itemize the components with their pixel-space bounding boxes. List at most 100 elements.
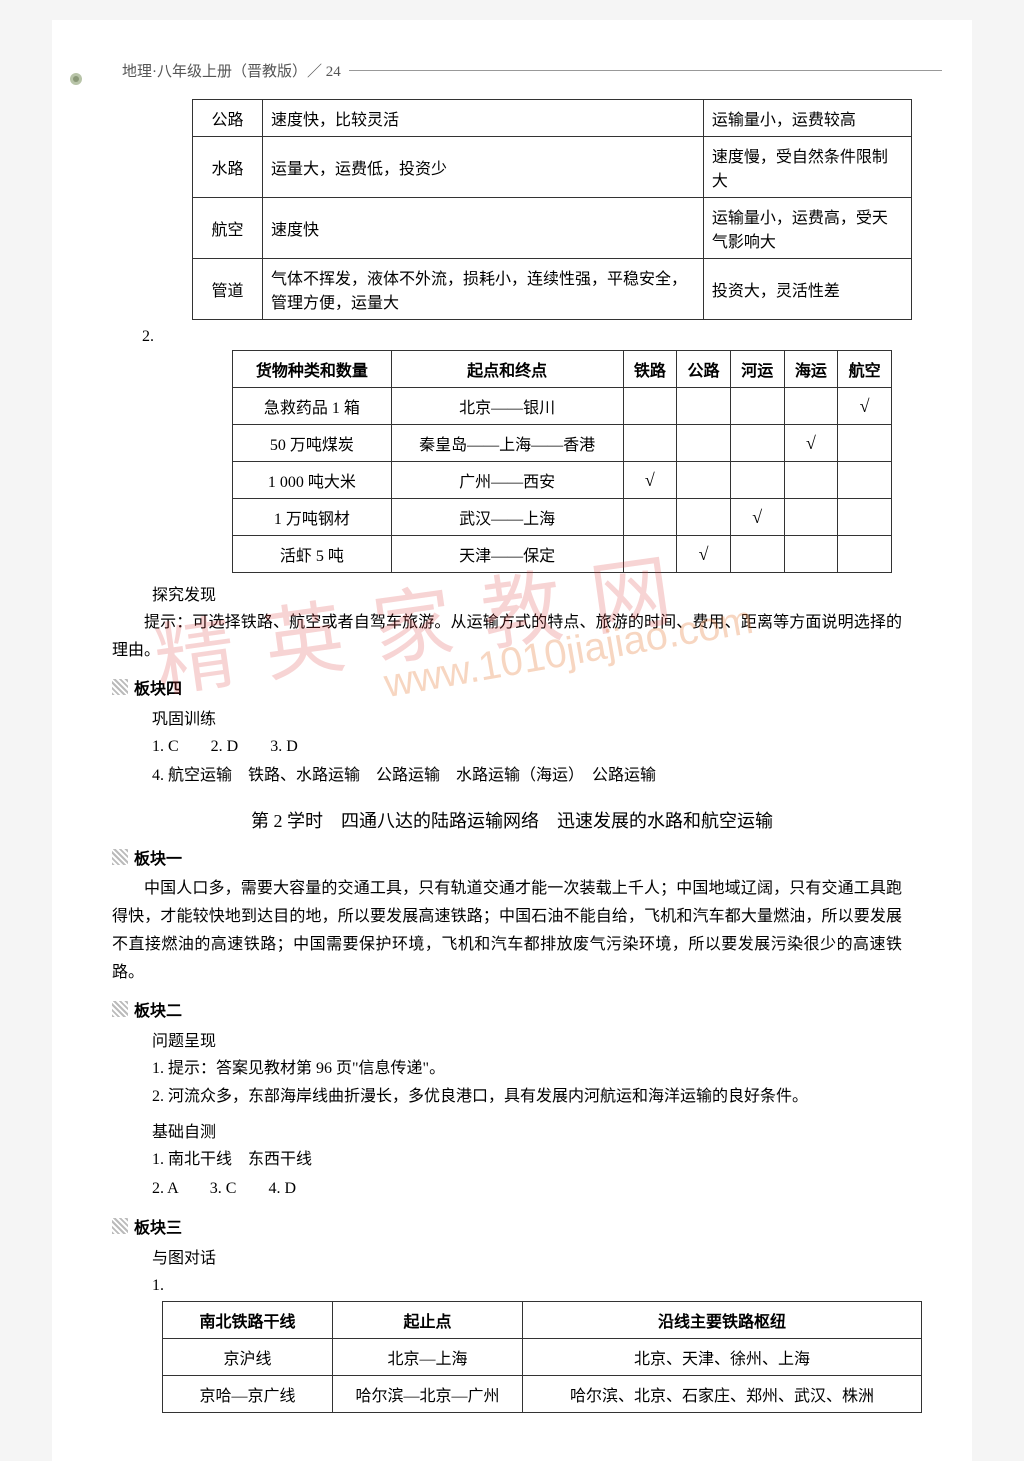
table-cell — [730, 536, 784, 573]
practice-title: 巩固训练 — [152, 705, 942, 729]
table-cell: 气体不挥发，液体不外流，损耗小，连续性强，平稳安全，管理方便，运量大 — [263, 259, 704, 320]
section-block-icon — [112, 679, 128, 695]
section-block-icon — [112, 849, 128, 865]
table-header-cell: 铁路 — [623, 351, 677, 388]
page-header: 地理·八年级上册（晋教版）／ 24 — [122, 60, 942, 81]
railway-lines-table: 南北铁路干线起止点沿线主要铁路枢纽 京沪线北京—上海北京、天津、徐州、上海京哈—… — [162, 1301, 922, 1413]
table-cell: √ — [677, 536, 731, 573]
table-cell: 1 万吨钢材 — [233, 499, 392, 536]
table-row: 管道气体不挥发，液体不外流，损耗小，连续性强，平稳安全，管理方便，运量大投资大，… — [193, 259, 912, 320]
question-marker-1: 1. — [152, 1272, 942, 1301]
table-cell — [838, 499, 892, 536]
section-2-label: 板块二 — [134, 997, 182, 1021]
table-cell — [838, 536, 892, 573]
table-cell: 秦皇岛——上海——香港 — [391, 425, 623, 462]
table-cell: √ — [784, 425, 838, 462]
answer-line-1: 1. C 2. D 3. D — [152, 733, 942, 762]
table-cell: √ — [623, 462, 677, 499]
table-row: 50 万吨煤炭秦皇岛——上海——香港 √ — [233, 425, 892, 462]
explore-text: 提示：可选择铁路、航空或者自驾车旅游。从运输方式的特点、旅游的时间、费用、距离等… — [112, 609, 902, 665]
section-block-icon — [112, 1001, 128, 1017]
section-3-label: 板块三 — [134, 1214, 182, 1238]
table-cell — [730, 388, 784, 425]
table-cell: 投资大，灵活性差 — [703, 259, 911, 320]
table-cell — [784, 499, 838, 536]
table-header-cell: 河运 — [730, 351, 784, 388]
section-1-body: 中国人口多，需要大容量的交通工具，只有轨道交通才能一次装载上千人；中国地域辽阔，… — [112, 875, 902, 987]
table-cell — [784, 536, 838, 573]
table-row: 1 万吨钢材武汉——上海 √ — [233, 499, 892, 536]
table-header-cell: 海运 — [784, 351, 838, 388]
table-row: 急救药品 1 箱北京——银川√ — [233, 388, 892, 425]
table-cell — [838, 425, 892, 462]
table-cell — [677, 388, 731, 425]
table-cell: 急救药品 1 箱 — [233, 388, 392, 425]
table-cell: 京哈—京广线 — [163, 1375, 333, 1412]
lesson-title: 第 2 学时 四通八达的陆路运输网络 迅速发展的水路和航空运输 — [82, 807, 942, 833]
section-4-label: 板块四 — [134, 675, 182, 699]
explore-title: 探究发现 — [152, 581, 942, 605]
table-cell: 哈尔滨、北京、石家庄、郑州、武汉、株洲 — [523, 1375, 922, 1412]
table-cell — [623, 536, 677, 573]
table-row: 活虾 5 吨天津——保定 √ — [233, 536, 892, 573]
table-cell: 速度快，比较灵活 — [263, 100, 704, 137]
table-cell: 管道 — [193, 259, 263, 320]
table-cell — [623, 425, 677, 462]
table-cell: 天津——保定 — [391, 536, 623, 573]
header-rule — [349, 70, 942, 71]
table-cell: 50 万吨煤炭 — [233, 425, 392, 462]
table-header-cell: 沿线主要铁路枢纽 — [523, 1301, 922, 1338]
table-row: 公路速度快，比较灵活运输量小，运费较高 — [193, 100, 912, 137]
b2-line-1: 1. 提示：答案见教材第 96 页"信息传递"。 — [152, 1055, 942, 1084]
table-cell — [677, 462, 731, 499]
table-cell — [730, 425, 784, 462]
table-cell: 北京——银川 — [391, 388, 623, 425]
table-cell — [623, 499, 677, 536]
table-header-cell: 起止点 — [333, 1301, 523, 1338]
table-cell: 广州——西安 — [391, 462, 623, 499]
table-cell: √ — [730, 499, 784, 536]
answer-line-2: 4. 航空运输 铁路、水路运输 公路运输 水路运输（海运） 公路运输 — [152, 762, 942, 791]
table-cell — [838, 462, 892, 499]
table-cell: 水路 — [193, 137, 263, 198]
question-marker-2: 2. — [142, 328, 942, 346]
table-header-cell: 南北铁路干线 — [163, 1301, 333, 1338]
question-present-title: 问题呈现 — [152, 1027, 942, 1051]
table-cell: 活虾 5 吨 — [233, 536, 392, 573]
table-row: 航空速度快运输量小，运费高，受天气影响大 — [193, 198, 912, 259]
table-cell: 北京—上海 — [333, 1338, 523, 1375]
table-cell: 航空 — [193, 198, 263, 259]
section-4: 板块四 — [112, 675, 942, 699]
table-cell: 速度慢，受自然条件限制大 — [703, 137, 911, 198]
table-row: 水路运量大，运费低，投资少速度慢，受自然条件限制大 — [193, 137, 912, 198]
section-2: 板块二 — [112, 997, 942, 1021]
table-cell: 公路 — [193, 100, 263, 137]
header-text: 地理·八年级上册（晋教版）／ 24 — [122, 60, 341, 81]
basic-test-title: 基础自测 — [152, 1118, 942, 1142]
b2-line-4: 2. A 3. C 4. D — [152, 1175, 942, 1204]
table-cell: 1 000 吨大米 — [233, 462, 392, 499]
section-1-label: 板块一 — [134, 845, 182, 869]
goods-transport-table: 货物种类和数量起点和终点铁路公路河运海运航空 急救药品 1 箱北京——银川√50… — [232, 350, 892, 573]
table-header-cell: 起点和终点 — [391, 351, 623, 388]
table-cell: 运输量小，运费较高 — [703, 100, 911, 137]
table-cell: 运量大，运费低，投资少 — [263, 137, 704, 198]
table-row: 1 000 吨大米广州——西安√ — [233, 462, 892, 499]
table-cell: 京沪线 — [163, 1338, 333, 1375]
table-cell: 速度快 — [263, 198, 704, 259]
table-header-cell: 货物种类和数量 — [233, 351, 392, 388]
b2-line-3: 1. 南北干线 东西干线 — [152, 1146, 942, 1175]
page-dot-icon — [62, 65, 90, 93]
table-cell — [730, 462, 784, 499]
table-cell — [677, 425, 731, 462]
figure-dialogue-title: 与图对话 — [152, 1244, 942, 1268]
table-cell: 哈尔滨—北京—广州 — [333, 1375, 523, 1412]
table-cell — [623, 388, 677, 425]
table-row: 京沪线北京—上海北京、天津、徐州、上海 — [163, 1338, 922, 1375]
document-page: 地理·八年级上册（晋教版）／ 24 公路速度快，比较灵活运输量小，运费较高水路运… — [52, 20, 972, 1461]
section-3: 板块三 — [112, 1214, 942, 1238]
table-cell — [677, 499, 731, 536]
table-cell: 武汉——上海 — [391, 499, 623, 536]
transport-modes-table: 公路速度快，比较灵活运输量小，运费较高水路运量大，运费低，投资少速度慢，受自然条… — [192, 99, 912, 320]
section-1: 板块一 — [112, 845, 942, 869]
